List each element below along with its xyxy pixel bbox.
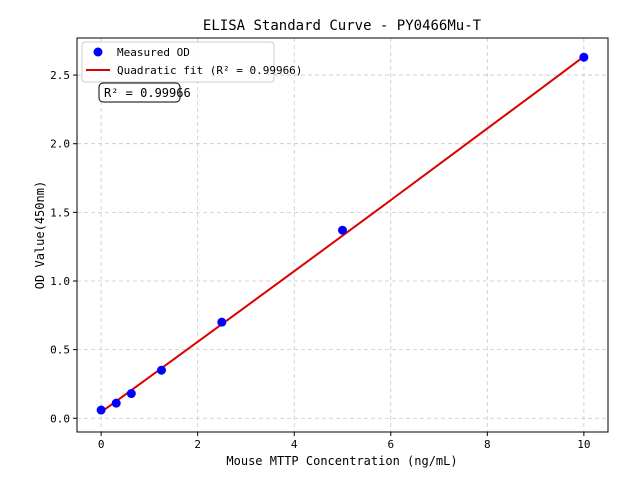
y-tick-label: 0.0 — [50, 412, 70, 425]
legend: Measured OD Quadratic fit (R² = 0.99966) — [81, 41, 302, 83]
data-point — [338, 225, 347, 235]
data-point — [217, 317, 227, 327]
y-tick-label: 1.0 — [50, 275, 70, 288]
fit-series — [100, 55, 585, 413]
x-axis-label: Mouse MTTP Concentration (ng/mL) — [226, 454, 457, 468]
r2-annotation: R² = 0.99966 — [98, 82, 191, 103]
data-point — [96, 405, 106, 415]
x-axis: 0 2 4 6 8 10 — [98, 432, 590, 451]
x-tick-label: 2 — [194, 438, 201, 451]
fit-line — [100, 55, 585, 413]
data-point — [156, 365, 166, 375]
legend-label-measured: Measured OD — [117, 46, 190, 59]
legend-box — [81, 41, 275, 83]
data-point — [579, 52, 589, 62]
y-axis: 0.0 0.5 1.0 1.5 2.0 2.5 — [50, 69, 77, 425]
y-tick-label: 0.5 — [50, 344, 70, 357]
x-tick-label: 0 — [98, 438, 105, 451]
legend-marker-measured — [93, 47, 103, 57]
grid — [77, 38, 608, 432]
plot-frame — [76, 37, 609, 433]
x-tick-label: 8 — [484, 438, 491, 451]
legend-label-fit: Quadratic fit (R² = 0.99966) — [117, 64, 302, 77]
x-tick-label: 10 — [577, 438, 590, 451]
y-tick-label: 2.0 — [50, 138, 70, 151]
r2-box — [98, 82, 181, 103]
chart-title: ELISA Standard Curve - PY0466Mu-T — [203, 18, 482, 34]
r2-text: R² = 0.99966 — [104, 86, 191, 100]
y-tick-label: 1.5 — [50, 206, 70, 219]
y-axis-label: OD Value(450nm) — [33, 181, 47, 289]
data-point — [126, 389, 136, 399]
x-tick-label: 6 — [387, 438, 394, 451]
data-point — [111, 398, 121, 408]
y-tick-label: 2.5 — [50, 69, 70, 82]
measured-series — [96, 52, 589, 415]
x-tick-label: 4 — [291, 438, 298, 451]
